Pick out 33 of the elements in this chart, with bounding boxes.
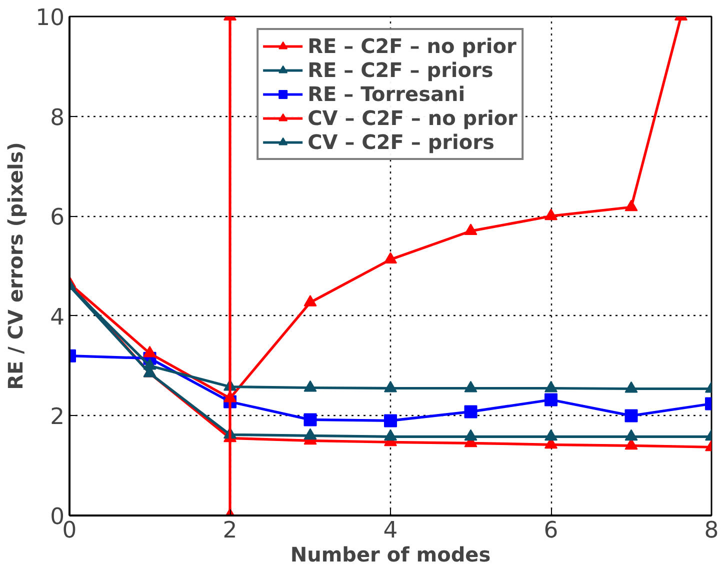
y-axis-title: RE / CV errors (pixels) — [4, 142, 28, 390]
y-tick-label: 6 — [50, 204, 65, 231]
point — [624, 200, 638, 212]
y-tick-label: 10 — [36, 5, 65, 31]
legend-label: RE – C2F – priors — [308, 58, 494, 82]
point — [624, 381, 638, 393]
point — [464, 380, 478, 392]
point — [544, 208, 558, 220]
point — [544, 380, 558, 392]
point — [544, 429, 558, 441]
x-tick-label: 2 — [222, 518, 238, 544]
point — [384, 429, 397, 441]
x-axis-title: Number of modes — [290, 542, 491, 566]
point — [143, 358, 156, 370]
y-tick-label: 4 — [50, 304, 65, 330]
x-tick-label: 8 — [704, 518, 719, 544]
point — [304, 380, 317, 392]
point — [464, 429, 478, 441]
x-tick-label: 4 — [383, 518, 398, 544]
point — [304, 428, 317, 440]
point — [143, 346, 156, 358]
point — [384, 380, 397, 392]
y-tick-label: 8 — [50, 104, 65, 131]
point — [384, 252, 397, 264]
legend-label: RE – C2F – no prior — [308, 34, 516, 58]
point — [624, 429, 638, 441]
y-tick-label: 2 — [50, 404, 65, 430]
legend-label: CV – C2F – priors — [308, 130, 494, 154]
point — [304, 295, 317, 306]
x-tick-label: 6 — [544, 518, 558, 544]
point — [464, 224, 478, 236]
legend-label: CV – C2F – no prior — [308, 106, 518, 130]
legend-label: RE – Torresani — [308, 82, 466, 106]
